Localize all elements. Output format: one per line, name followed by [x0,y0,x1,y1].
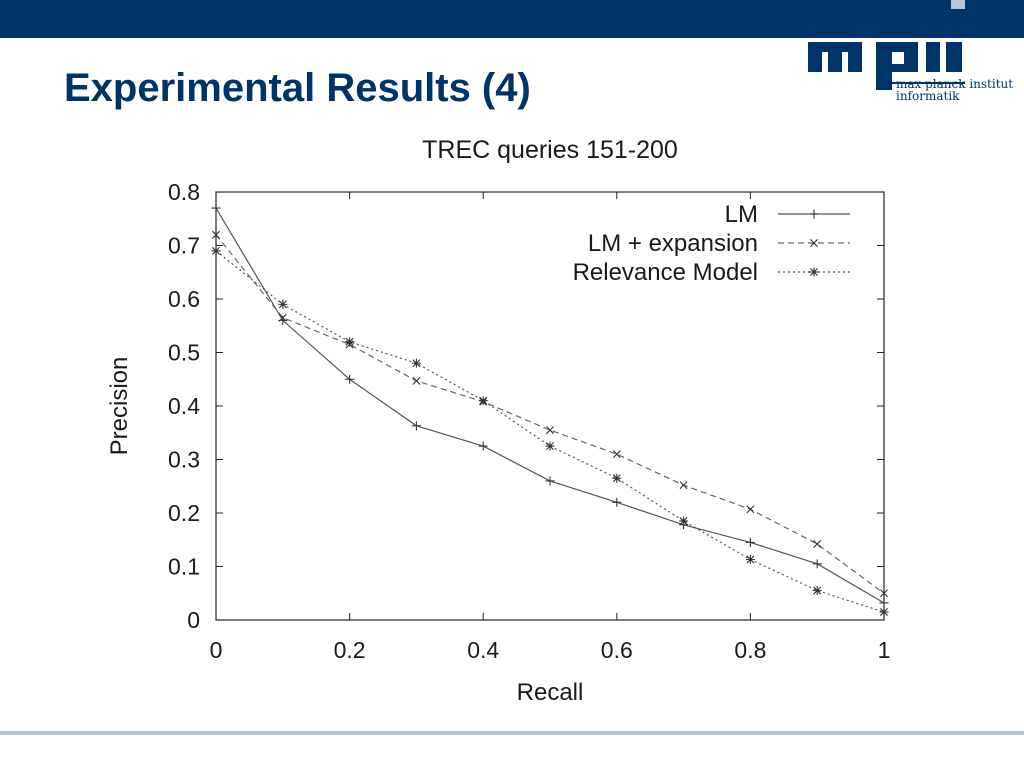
series-2-point [212,230,220,239]
series-1-point [745,537,755,547]
legend-label-3: Relevance Model [573,259,758,286]
series-3-point [812,586,822,596]
slide-title: Experimental Results (4) [64,66,531,110]
x-axis-label: Recall [517,679,584,706]
series-2-point [679,481,688,490]
series-3-point [612,473,622,483]
series-1-point [812,559,822,569]
x-tick-label: 1 [878,637,891,663]
legend-marker-1 [809,209,819,219]
legend-label-1: LM [725,201,758,228]
logo-text-line2: informatik [896,89,960,103]
x-tick-label: 0.2 [334,637,366,663]
plot-frame [215,191,885,621]
x-tick-label: 0.8 [734,637,766,663]
mpi-logo-text: max planck institut informatik [896,78,1013,102]
series-2-point [612,450,621,459]
series-1-point [612,497,622,507]
series-3-point [879,607,889,617]
series-3-point [545,441,555,451]
series-3-point [478,396,488,406]
series-2-point [880,589,888,598]
series-line-2 [215,234,885,594]
series-line-3 [215,250,885,613]
y-tick-label: 0.6 [168,286,200,312]
series-2-point [546,426,554,435]
y-tick-label: 0 [187,607,200,633]
series-2-point [412,376,421,385]
top-bar [0,0,1024,38]
x-tick-label: 0.4 [467,637,499,663]
series-2-point [746,505,755,514]
series-3-point [411,358,421,368]
legend-label-2: LM + expansion [588,230,758,257]
series-3-point [211,246,221,256]
y-tick-label: 0.5 [168,340,200,366]
legend-marker-3 [809,267,819,277]
y-tick-label: 0.4 [168,393,200,419]
mpi-logo: max planck institut informatik [806,42,1013,110]
series-1-point [345,374,355,384]
series-2-point [278,313,287,322]
series-1-point [879,598,889,608]
x-tick-label: 0 [210,637,223,663]
x-tick-label: 0.6 [601,637,633,663]
chart-title: TREC queries 151-200 [422,136,678,164]
series-3-point [679,516,689,526]
series-3-point [745,555,755,565]
series-2-point [813,540,822,549]
top-bar-square [951,0,965,9]
series-1-point [211,203,221,213]
series-line-1 [215,207,885,604]
mpi-logo-mark [808,42,965,90]
logo-text-line1: max planck institut [896,77,1014,91]
series-3-point [345,337,355,347]
y-tick-label: 0.1 [168,554,200,580]
series-3-point [278,299,288,309]
series-1-point [545,476,555,486]
y-axis-label: Precision [106,357,133,456]
series-1-point [411,421,421,431]
y-tick-label: 0.2 [168,500,200,526]
precision-recall-chart: TREC queries 151-200 0 0.1 0.2 0.3 0.4 0.5 0.6 0… [106,136,891,706]
y-tick-label: 0.8 [168,179,200,205]
bottom-rule [0,731,1024,735]
series-1-point [478,441,488,451]
y-tick-label: 0.3 [168,447,200,473]
y-tick-label: 0.7 [168,233,200,259]
legend-marker-2 [810,239,818,247]
